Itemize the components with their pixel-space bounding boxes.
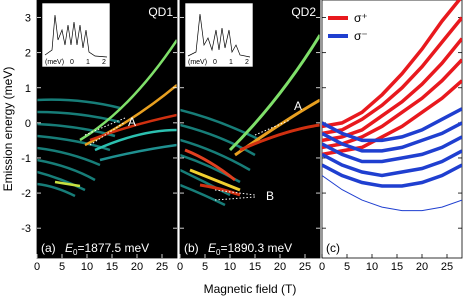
- x-tick-label: 10: [366, 261, 378, 273]
- e0-value: =1877.5 meV: [77, 241, 149, 255]
- x-tick-label: 20: [131, 261, 143, 273]
- inset-b: [184, 2, 254, 68]
- x-tick-label: 20: [416, 261, 428, 273]
- x-tick-label: 25: [156, 261, 168, 273]
- panel-tag: (a): [41, 241, 56, 255]
- y-tick-label: -1: [21, 153, 31, 165]
- e0-subscript: 0: [73, 248, 78, 257]
- e0-value: =1890.3 meV: [220, 241, 292, 255]
- annotation: A: [294, 99, 302, 113]
- x-tick-label: 5: [59, 261, 65, 273]
- e0-label: E0=1877.5 meV: [65, 241, 149, 257]
- panel-tag: (b): [184, 241, 199, 255]
- curve: [322, 58, 462, 150]
- inset-tick: 1: [229, 59, 233, 66]
- panel-b-frame: [179, 0, 321, 259]
- inset-tick: 1: [86, 59, 90, 66]
- x-tick-label: 0: [177, 261, 183, 273]
- y-tick-label: 0: [25, 118, 31, 130]
- panel-tag: (c): [326, 241, 340, 255]
- e0-subscript: 0: [216, 248, 221, 257]
- inset-tick: 0: [213, 59, 217, 66]
- x-axis-label: Magnetic field (T): [204, 282, 297, 296]
- curve: [322, 16, 462, 136]
- e0-symbol: E: [208, 241, 217, 255]
- y-tick-label: 1: [25, 83, 31, 95]
- annotation: A: [128, 115, 136, 129]
- y-tick-label: 3: [25, 13, 31, 25]
- y-axis-label: Emission energy (meV): [1, 67, 15, 192]
- x-tick-label: 20: [274, 261, 286, 273]
- x-tick-label: 10: [81, 261, 93, 273]
- curves: [322, 0, 462, 212]
- inset-unit: (meV): [45, 59, 64, 66]
- x-tick-label: 0: [34, 261, 40, 273]
- curve: [322, 79, 462, 157]
- inset-unit: (meV): [188, 59, 207, 66]
- x-tick-label: 15: [106, 261, 118, 273]
- curve: [322, 107, 462, 143]
- x-tick-label: 15: [391, 261, 403, 273]
- inset-tick: 2: [102, 59, 106, 66]
- curve: [322, 135, 462, 164]
- e0-symbol: E: [65, 241, 74, 255]
- curve: [322, 175, 462, 212]
- x-tick-label: 15: [249, 261, 261, 273]
- annotation: B: [266, 189, 274, 203]
- curve: [322, 121, 462, 153]
- x-tick-label: 10: [224, 261, 236, 273]
- x-tick-label: 5: [202, 261, 208, 273]
- x-tick-label: 5: [344, 261, 350, 273]
- legend-label: σ⁺: [354, 11, 368, 25]
- inset-a: [41, 2, 111, 68]
- curve: [322, 163, 462, 188]
- inset-tick: 2: [245, 59, 249, 66]
- y-tick-label: 2: [25, 48, 31, 60]
- panel-a-frame: [36, 0, 178, 259]
- dot-label: QD1: [148, 5, 173, 19]
- legend-label: σ⁻: [354, 29, 368, 43]
- dot-label: QD2: [291, 5, 316, 19]
- y-tick-label: -3: [21, 223, 31, 235]
- e0-label: E0=1890.3 meV: [208, 241, 292, 257]
- x-tick-label: 0: [319, 261, 325, 273]
- curve: [322, 0, 462, 129]
- x-tick-label: 25: [299, 261, 311, 273]
- y-tick-label: -2: [21, 188, 31, 200]
- x-tick-label: 25: [441, 261, 453, 273]
- curve: [322, 149, 462, 178]
- inset-tick: 0: [70, 59, 74, 66]
